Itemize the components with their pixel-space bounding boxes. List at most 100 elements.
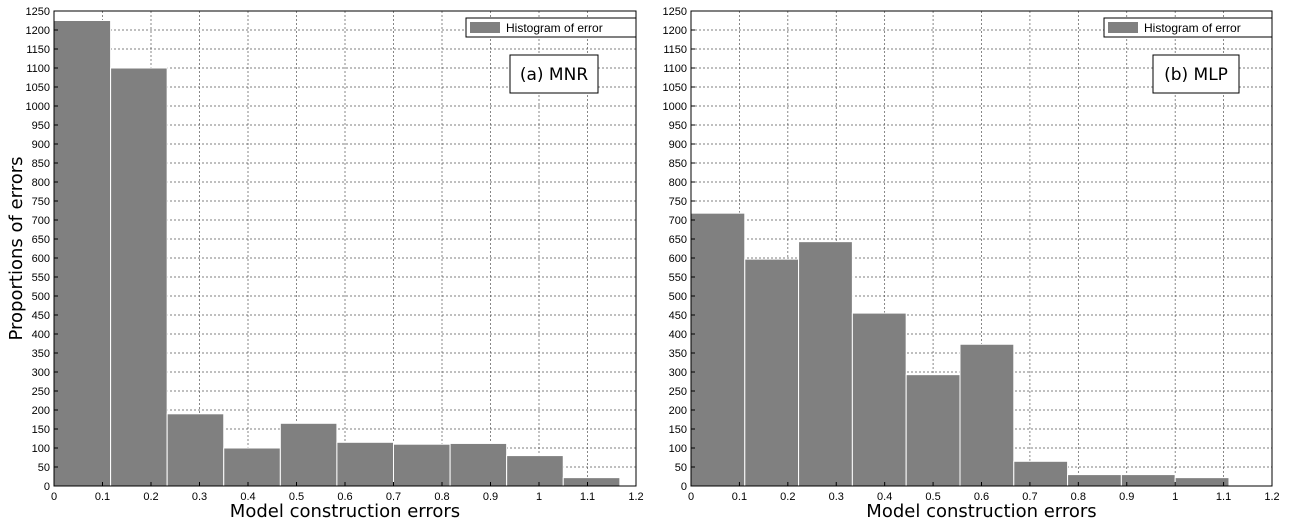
- y-tick-label: 1000: [663, 101, 687, 113]
- y-tick-label: 550: [32, 272, 50, 284]
- chart-panel-1: 0 0.1 0.2 0.3 0.4 0.5 0.6 0.7 0.8 0.9 1 1.1 1.2 0 50 10…: [663, 6, 1280, 522]
- panel-label: (b) MLP: [1164, 65, 1228, 85]
- y-tick-label: 650: [669, 234, 687, 246]
- y-tick-label: 400: [669, 329, 687, 341]
- y-tick-label: 800: [32, 177, 50, 189]
- y-tick-label: 1000: [26, 101, 50, 113]
- y-tick-label: 550: [669, 272, 687, 284]
- x-axis-title: Model construction errors: [866, 501, 1096, 522]
- legend-swatch: [1108, 22, 1138, 33]
- x-tick-label: 1: [1172, 491, 1178, 503]
- y-tick-label: 1250: [26, 6, 50, 18]
- x-tick-label: 0.6: [337, 491, 352, 503]
- x-tick-label: 0: [51, 491, 57, 503]
- histogram-bar: [1174, 477, 1230, 487]
- y-tick-label: 1250: [663, 6, 687, 18]
- x-tick-label: 0: [688, 491, 694, 503]
- x-tick-label: 0.2: [143, 491, 158, 503]
- y-tick-label: 1200: [26, 25, 50, 37]
- y-tick-label: 250: [32, 386, 50, 398]
- y-tick-label: 400: [32, 329, 50, 341]
- y-tick-label: 500: [32, 291, 50, 303]
- y-tick-label: 100: [669, 443, 687, 455]
- y-tick-label: 150: [669, 424, 687, 436]
- y-tick-label: 600: [32, 253, 50, 265]
- histogram-bar: [851, 312, 907, 487]
- x-tick-label: 0.1: [732, 491, 747, 503]
- y-tick-label: 100: [32, 443, 50, 455]
- histogram-bar: [1067, 474, 1122, 487]
- panel-label-box: [1152, 54, 1240, 94]
- y-tick-label: 450: [32, 310, 50, 322]
- y-tick-label: 950: [32, 120, 50, 132]
- panel-label-box: [509, 54, 599, 94]
- x-tick-label: 0.5: [289, 491, 304, 503]
- x-tick-label: 0.8: [434, 491, 449, 503]
- histogram-bar: [562, 477, 621, 487]
- y-tick-label: 750: [32, 196, 50, 208]
- y-tick-label: 250: [669, 386, 687, 398]
- x-tick-label: 1.2: [628, 491, 643, 503]
- y-tick-label: 800: [669, 177, 687, 189]
- x-tick-label: 0.4: [877, 491, 892, 503]
- y-tick-label: 1150: [26, 44, 50, 56]
- panel-label: (a) MNR: [520, 65, 588, 85]
- x-tick-label: 1.1: [580, 491, 595, 503]
- x-tick-label: 0.6: [974, 491, 989, 503]
- y-tick-label: 450: [669, 310, 687, 322]
- y-tick-label: 50: [675, 462, 687, 474]
- y-axis-title: Proportions of errors: [6, 157, 27, 341]
- x-tick-label: 0.5: [925, 491, 940, 503]
- y-tick-label: 1100: [663, 63, 687, 75]
- x-tick-label: 0.7: [1022, 491, 1037, 503]
- y-tick-label: 1150: [663, 44, 687, 56]
- x-tick-label: 0.9: [483, 491, 498, 503]
- histogram-bar: [690, 212, 746, 487]
- x-tick-label: 0.2: [780, 491, 795, 503]
- histogram-bar: [506, 455, 564, 487]
- x-tick-label: 0.8: [1071, 491, 1086, 503]
- y-tick-label: 0: [44, 481, 50, 493]
- y-tick-label: 150: [32, 424, 50, 436]
- histogram-bar: [1120, 474, 1176, 487]
- histogram-bar: [1013, 460, 1069, 487]
- histogram-bar: [336, 441, 395, 487]
- y-tick-label: 200: [32, 405, 50, 417]
- y-tick-label: 350: [32, 348, 50, 360]
- histogram-bar: [959, 343, 1015, 487]
- x-tick-label: 0.9: [1119, 491, 1134, 503]
- histogram-bar: [223, 447, 281, 487]
- y-tick-label: 1100: [26, 63, 50, 75]
- x-tick-label: 1: [536, 491, 542, 503]
- x-tick-label: 0.7: [386, 491, 401, 503]
- y-tick-label: 500: [669, 291, 687, 303]
- y-tick-label: 1050: [663, 82, 687, 94]
- legend-box: [1103, 17, 1273, 38]
- x-tick-label: 1.2: [1264, 491, 1279, 503]
- histogram-bar: [393, 443, 451, 487]
- legend-label: Histogram of error: [1144, 21, 1241, 35]
- y-tick-label: 1050: [26, 82, 50, 94]
- legend-box: [465, 17, 637, 38]
- y-tick-label: 0: [681, 481, 687, 493]
- histogram-bar: [798, 241, 853, 487]
- histogram-bar: [53, 20, 112, 487]
- y-tick-label: 750: [669, 196, 687, 208]
- histogram-bar: [449, 442, 508, 487]
- histogram-bar: [905, 374, 961, 487]
- y-tick-label: 200: [669, 405, 687, 417]
- y-tick-label: 700: [32, 215, 50, 227]
- y-tick-label: 850: [669, 158, 687, 170]
- y-tick-label: 900: [32, 139, 50, 151]
- x-tick-label: 0.1: [95, 491, 110, 503]
- x-tick-label: 0.4: [240, 491, 255, 503]
- y-tick-label: 1200: [663, 25, 687, 37]
- y-tick-label: 700: [669, 215, 687, 227]
- y-tick-label: 950: [669, 120, 687, 132]
- y-tick-label: 600: [669, 253, 687, 265]
- histogram-bar: [110, 67, 168, 487]
- x-axis-title: Model construction errors: [230, 501, 460, 522]
- x-tick-label: 0.3: [192, 491, 207, 503]
- x-tick-label: 1.1: [1216, 491, 1231, 503]
